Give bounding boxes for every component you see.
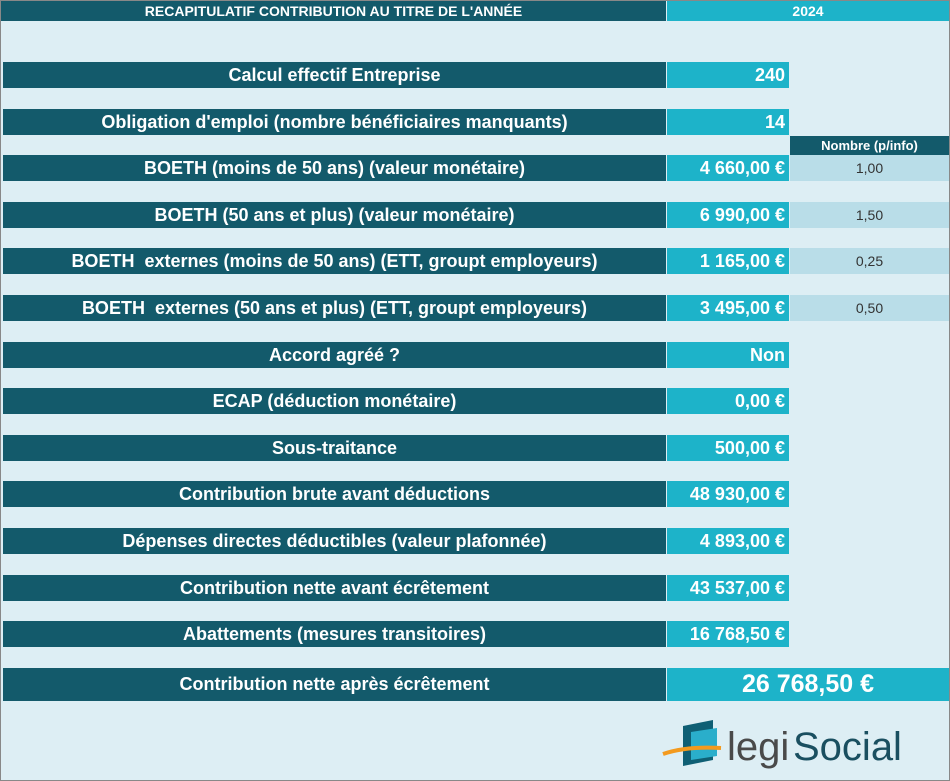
row-label: BOETH (50 ans et plus) (valeur monétaire… bbox=[3, 202, 666, 228]
row-label: BOETH externes (50 ans et plus) (ETT, gr… bbox=[3, 295, 666, 321]
header-title: RECAPITULATIF CONTRIBUTION AU TITRE DE L… bbox=[1, 1, 666, 21]
row-value: 240 bbox=[667, 62, 789, 88]
row-info: 0,50 bbox=[790, 295, 949, 321]
row-value: 43 537,00 € bbox=[667, 575, 789, 601]
row-label: Abattements (mesures transitoires) bbox=[3, 621, 666, 647]
row-label: Dépenses directes déductibles (valeur pl… bbox=[3, 528, 666, 554]
row-label: Obligation d'emploi (nombre bénéficiaire… bbox=[3, 109, 666, 135]
row-value: 1 165,00 € bbox=[667, 248, 789, 274]
row-label: BOETH externes (moins de 50 ans) (ETT, g… bbox=[3, 248, 666, 274]
row-value: 14 bbox=[667, 109, 789, 135]
total-label: Contribution nette après écrêtement bbox=[3, 668, 666, 701]
row-label: Calcul effectif Entreprise bbox=[3, 62, 666, 88]
header-year: 2024 bbox=[667, 1, 949, 21]
row-value: 0,00 € bbox=[667, 388, 789, 414]
row-value: 48 930,00 € bbox=[667, 481, 789, 507]
row-value: 3 495,00 € bbox=[667, 295, 789, 321]
row-label: ECAP (déduction monétaire) bbox=[3, 388, 666, 414]
logo-icon bbox=[691, 728, 717, 760]
row-value: 4 660,00 € bbox=[667, 155, 789, 181]
row-value: Non bbox=[667, 342, 789, 368]
row-value: 6 990,00 € bbox=[667, 202, 789, 228]
row-label: Accord agréé ? bbox=[3, 342, 666, 368]
row-value: 4 893,00 € bbox=[667, 528, 789, 554]
row-value: 16 768,50 € bbox=[667, 621, 789, 647]
info-header: Nombre (p/info) bbox=[790, 136, 949, 155]
row-info: 1,50 bbox=[790, 202, 949, 228]
logo-text: Social bbox=[793, 725, 902, 769]
row-label: Contribution brute avant déductions bbox=[3, 481, 666, 507]
row-info: 1,00 bbox=[790, 155, 949, 181]
total-value: 26 768,50 € bbox=[667, 668, 949, 701]
logo: legi Social bbox=[662, 720, 902, 769]
row-value: 500,00 € bbox=[667, 435, 789, 461]
row-label: BOETH (moins de 50 ans) (valeur monétair… bbox=[3, 155, 666, 181]
row-label: Sous-traitance bbox=[3, 435, 666, 461]
logo-text: legi bbox=[727, 725, 789, 769]
row-info: 0,25 bbox=[790, 248, 949, 274]
row-label: Contribution nette avant écrêtement bbox=[3, 575, 666, 601]
logo-swoosh bbox=[662, 745, 722, 756]
